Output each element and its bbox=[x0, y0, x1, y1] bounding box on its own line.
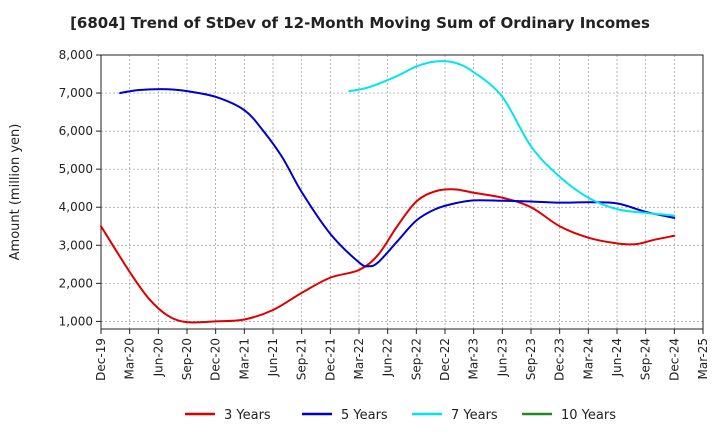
grid bbox=[100, 54, 704, 329]
x-tick-label: Dec-22 bbox=[438, 338, 452, 381]
x-tick-label: Mar-24 bbox=[581, 338, 595, 379]
x-tick-label: Sep-20 bbox=[180, 338, 194, 380]
x-tick-label: Jun-20 bbox=[151, 338, 165, 377]
x-tick-label: Mar-23 bbox=[467, 338, 481, 379]
legend-label-3-years: 3 Years bbox=[224, 408, 271, 423]
x-tick-label: Mar-21 bbox=[237, 338, 251, 379]
y-tick-label: 7,000 bbox=[59, 86, 93, 100]
series-line-3-years bbox=[100, 188, 676, 324]
y-tick-label: 6,000 bbox=[59, 124, 93, 138]
x-tick-label: Sep-21 bbox=[295, 338, 309, 380]
x-tick-label: Mar-25 bbox=[696, 338, 710, 379]
plot-area bbox=[100, 54, 704, 330]
legend: 3 Years 5 Years 7 Years 10 Years bbox=[185, 408, 616, 423]
x-tick-label: Jun-21 bbox=[266, 338, 280, 377]
x-tick-label: Mar-20 bbox=[123, 338, 137, 379]
y-tick-label: 3,000 bbox=[59, 238, 93, 252]
x-tick-label: Jun-24 bbox=[610, 338, 624, 377]
y-axis-label: Amount (million yen) bbox=[8, 124, 23, 261]
legend-label-7-years: 7 Years bbox=[451, 408, 498, 423]
y-tick-label: 2,000 bbox=[59, 276, 93, 290]
x-tick-label: Jun-22 bbox=[381, 338, 395, 377]
x-ticks: Dec-19 Mar-20 Jun-20 Sep-20 Dec-20 Mar-21 Jun-… bbox=[94, 329, 710, 381]
x-tick-label: Sep-24 bbox=[639, 338, 653, 380]
x-tick-label: Jun-23 bbox=[495, 338, 509, 377]
x-tick-label: Dec-24 bbox=[667, 338, 681, 381]
x-tick-label: Dec-19 bbox=[94, 338, 108, 381]
y-tick-label: 5,000 bbox=[59, 162, 93, 176]
legend-label-5-years: 5 Years bbox=[341, 408, 388, 423]
y-tick-label: 4,000 bbox=[59, 200, 93, 214]
x-tick-label: Sep-22 bbox=[409, 338, 423, 380]
x-tick-label: Dec-21 bbox=[323, 338, 337, 381]
x-tick-label: Mar-22 bbox=[352, 338, 366, 379]
x-tick-label: Dec-20 bbox=[209, 338, 223, 381]
y-tick-label: 1,000 bbox=[59, 314, 93, 328]
series-line-5-years bbox=[119, 88, 676, 268]
x-tick-label: Dec-23 bbox=[553, 338, 567, 381]
legend-label-10-years: 10 Years bbox=[561, 408, 616, 423]
y-ticks: 1,000 2,000 3,000 4,000 5,000 6,000 7,000 8,000 bbox=[59, 48, 101, 328]
series-layer bbox=[100, 60, 676, 324]
series-line-7-years bbox=[348, 60, 676, 217]
y-tick-label: 8,000 bbox=[59, 48, 93, 62]
chart-title: [6804] Trend of StDev of 12-Month Moving… bbox=[70, 14, 650, 32]
x-tick-label: Sep-23 bbox=[524, 338, 538, 380]
